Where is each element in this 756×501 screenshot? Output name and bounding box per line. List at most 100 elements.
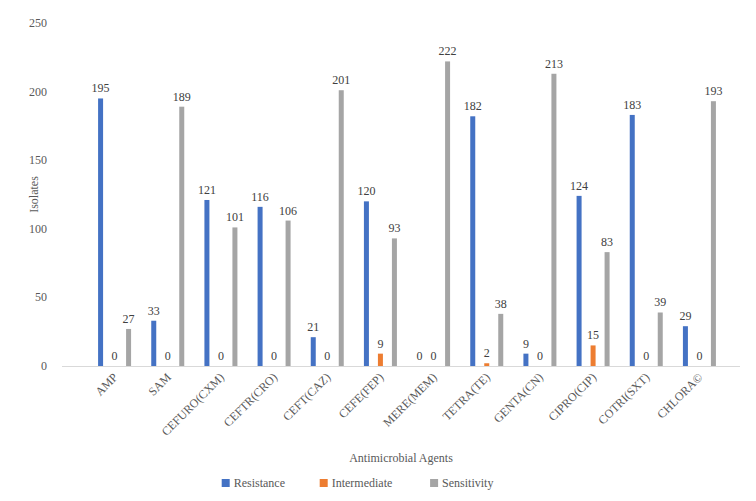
y-tick-label: 150: [29, 153, 47, 167]
x-tick-label: MERE(MEM): [380, 370, 439, 429]
legend-swatch: [320, 479, 328, 487]
y-axis-title: Isolates: [27, 176, 41, 213]
x-tick-label: CEFT(CAZ): [280, 370, 333, 423]
y-tick-label: 100: [29, 222, 47, 236]
bar: [683, 326, 688, 366]
data-label: 15: [587, 328, 599, 342]
bar: [98, 98, 103, 366]
bar: [218, 366, 223, 367]
x-axis-title: Antimicrobial Agents: [349, 451, 453, 465]
bar: [697, 366, 702, 367]
data-label: 21: [307, 320, 319, 334]
x-tick-label: GENTA(CN): [491, 370, 546, 425]
x-tick-label: TETRA(TE): [440, 370, 493, 423]
data-label: 9: [377, 337, 383, 351]
data-label: 0: [417, 349, 423, 363]
data-label: 116: [251, 190, 269, 204]
bar: [591, 345, 596, 366]
data-label: 0: [218, 349, 224, 363]
data-label: 2: [484, 346, 490, 360]
bar: [204, 200, 209, 366]
data-label: 27: [123, 312, 135, 326]
bar: [232, 227, 237, 366]
data-label: 29: [679, 309, 691, 323]
data-label: 182: [464, 99, 482, 113]
data-label: 213: [545, 57, 563, 71]
data-label: 222: [439, 44, 457, 58]
x-tick-label: CEFE(FEP): [336, 370, 387, 421]
x-tick-label: CEFURO(CXM): [159, 370, 227, 438]
bar: [286, 221, 291, 366]
legend-label: Sensitivity: [442, 476, 493, 490]
legend-swatch: [222, 479, 230, 487]
data-label: 183: [623, 98, 641, 112]
bar: [431, 366, 436, 367]
bar: [470, 116, 475, 366]
bar: [151, 321, 156, 366]
data-label: 0: [112, 349, 118, 363]
data-label: 38: [495, 297, 507, 311]
bar: [272, 366, 277, 367]
data-label: 0: [324, 349, 330, 363]
data-label: 0: [643, 349, 649, 363]
y-tick-label: 250: [29, 16, 47, 30]
data-label: 189: [173, 90, 191, 104]
data-label: 101: [226, 210, 244, 224]
bar: [644, 366, 649, 367]
bar: [498, 314, 503, 366]
bar: [392, 238, 397, 366]
data-label: 9: [523, 337, 529, 351]
data-label: 195: [92, 81, 110, 95]
legend-swatch: [430, 479, 438, 487]
bar: [378, 354, 383, 366]
data-label: 0: [537, 349, 543, 363]
data-label: 0: [431, 349, 437, 363]
data-label: 121: [198, 183, 216, 197]
bar: [179, 107, 184, 366]
bar: [126, 329, 131, 366]
x-tick-label: COTRI(SXT): [595, 370, 652, 427]
chart: 0501001502002501953312111621120018291241…: [0, 0, 756, 501]
bar: [165, 366, 170, 367]
data-label: 83: [601, 235, 613, 249]
bar: [577, 196, 582, 366]
y-tick-label: 50: [35, 290, 47, 304]
legend-label: Resistance: [234, 476, 285, 490]
bar: [339, 90, 344, 366]
bar: [325, 366, 330, 367]
x-axis: [62, 366, 740, 367]
bar: [711, 101, 716, 366]
x-tick-label: CIPRO(CIP): [545, 370, 599, 424]
bar: [551, 74, 556, 366]
bar: [445, 61, 450, 366]
bar: [484, 363, 489, 366]
data-label: 106: [279, 204, 297, 218]
bar: [112, 366, 117, 367]
bar: [630, 115, 635, 366]
data-label: 0: [165, 349, 171, 363]
data-label: 201: [332, 73, 350, 87]
x-tick-label: CHLORA©: [654, 370, 705, 421]
data-label: 193: [704, 84, 722, 98]
x-tick-label: AMP: [92, 370, 121, 399]
bar: [258, 207, 263, 366]
data-label: 120: [357, 184, 375, 198]
y-tick-label: 200: [29, 85, 47, 99]
bars: [98, 61, 716, 366]
legend-label: Intermediate: [332, 476, 393, 490]
bar: [311, 337, 316, 366]
x-tick-label: CEFTR(CRO): [221, 370, 280, 429]
x-tick-label: SAM: [146, 370, 175, 399]
bar: [364, 201, 369, 366]
bar: [523, 354, 528, 366]
data-label: 33: [148, 304, 160, 318]
data-label: 39: [654, 295, 666, 309]
bar: [605, 252, 610, 366]
data-label: 0: [696, 349, 702, 363]
legend: Resistance Intermediate Sensitivity: [222, 476, 494, 490]
bar: [537, 366, 542, 367]
data-label: 93: [388, 221, 400, 235]
bar: [658, 312, 663, 366]
data-label: 124: [570, 179, 588, 193]
y-tick-label: 0: [41, 359, 47, 373]
